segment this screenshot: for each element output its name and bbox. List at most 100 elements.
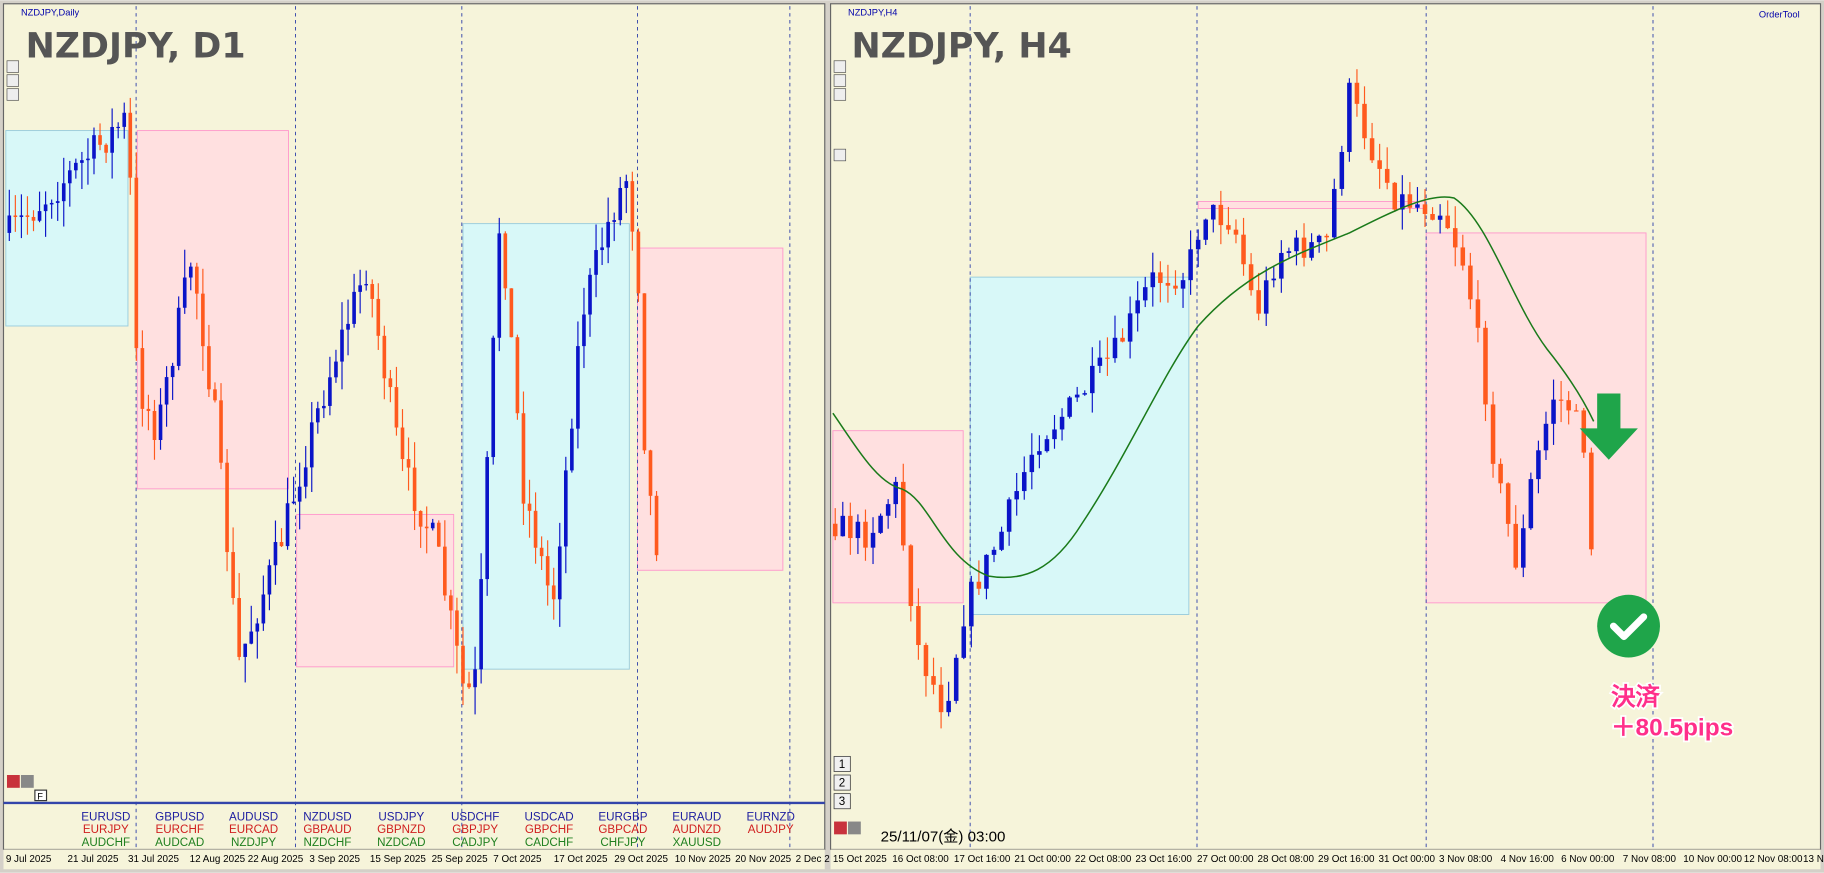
candle-body bbox=[1294, 237, 1299, 252]
candle-body bbox=[1188, 249, 1193, 281]
candle-body bbox=[908, 545, 914, 607]
symbol-link[interactable]: GBPAUD bbox=[303, 823, 351, 836]
symbol-link[interactable]: AUDJPY bbox=[748, 823, 794, 836]
candle-body bbox=[1105, 357, 1110, 359]
candle-body bbox=[1037, 451, 1042, 455]
candle-body bbox=[334, 361, 338, 378]
symbol-link[interactable]: USDCHF bbox=[451, 810, 499, 823]
candle-body bbox=[418, 511, 423, 527]
candle-body bbox=[467, 683, 471, 688]
panel-button[interactable] bbox=[848, 821, 861, 835]
symbol-link[interactable]: EURUSD bbox=[81, 810, 130, 823]
candle-body bbox=[485, 457, 489, 580]
number-button[interactable] bbox=[833, 755, 851, 772]
candle-body bbox=[976, 581, 982, 589]
candle-body bbox=[539, 547, 544, 557]
symbol-link[interactable]: AUDUSD bbox=[229, 810, 278, 823]
x-axis-label: 21 Jul 2025 bbox=[67, 854, 119, 865]
scroll-button[interactable] bbox=[833, 60, 847, 73]
scroll-button[interactable] bbox=[6, 60, 19, 73]
candle-body bbox=[340, 329, 344, 362]
zone bbox=[1197, 201, 1426, 209]
scroll-button[interactable] bbox=[833, 74, 847, 87]
candle-body bbox=[1521, 528, 1526, 568]
candle-body bbox=[140, 348, 145, 409]
candle-body bbox=[225, 462, 229, 553]
candle-body bbox=[19, 215, 24, 218]
symbol-link[interactable]: USDCAD bbox=[525, 810, 574, 823]
x-axis-label: 17 Oct 16:00 bbox=[954, 854, 1011, 865]
symbol-link[interactable]: CADCHF bbox=[525, 836, 573, 849]
candle-body bbox=[479, 579, 483, 670]
symbol-link[interactable]: NZDUSD bbox=[303, 810, 351, 823]
symbol-link[interactable]: NZDCAD bbox=[377, 836, 425, 849]
symbol-link[interactable]: NZDCHF bbox=[304, 836, 352, 849]
candle-body bbox=[1052, 429, 1057, 440]
x-axis-label: 12 Nov 08:00 bbox=[1744, 854, 1803, 865]
candle-body bbox=[1354, 82, 1360, 104]
symbol-link[interactable]: EURJPY bbox=[83, 823, 129, 836]
symbol-link[interactable]: GBPJPY bbox=[452, 823, 498, 836]
annotation: ＋80.5pips bbox=[1611, 714, 1733, 741]
number-button[interactable] bbox=[833, 774, 851, 791]
candle-body bbox=[588, 274, 592, 315]
candle-body bbox=[1097, 357, 1103, 366]
button[interactable] bbox=[34, 789, 48, 802]
candle-body bbox=[1120, 337, 1125, 342]
candle-body bbox=[31, 216, 36, 221]
symbol-link[interactable]: EURAUD bbox=[672, 810, 721, 823]
symbol-link[interactable]: CADJPY bbox=[452, 836, 498, 849]
x-axis-label: 27 Oct 00:00 bbox=[1197, 854, 1254, 865]
chart-label: NZDJPY,H4 bbox=[848, 7, 897, 17]
candle-body bbox=[255, 623, 260, 632]
candle-body bbox=[1369, 138, 1375, 161]
symbol-link[interactable]: XAUUSD bbox=[673, 836, 721, 849]
symbol-link[interactable]: GBPUSD bbox=[155, 810, 204, 823]
panel-button[interactable] bbox=[20, 775, 34, 788]
candle-body bbox=[424, 526, 429, 529]
candle-body bbox=[86, 158, 90, 161]
chart-label: NZDJPY,Daily bbox=[21, 7, 80, 17]
x-axis-label: 3 Nov 08:00 bbox=[1439, 854, 1493, 865]
candle-body bbox=[98, 135, 102, 145]
candle-body bbox=[249, 631, 254, 644]
candle-body bbox=[832, 523, 838, 537]
left-axis-bg bbox=[3, 849, 825, 870]
symbol-link[interactable]: CHFJPY bbox=[600, 836, 645, 849]
scroll-button[interactable] bbox=[833, 88, 847, 101]
symbol-link[interactable]: AUDNZD bbox=[673, 823, 721, 836]
candle-body bbox=[606, 221, 610, 248]
candle-body bbox=[870, 532, 876, 548]
candle-body bbox=[1589, 452, 1594, 550]
symbol-link[interactable]: EURCHF bbox=[156, 823, 204, 836]
symbol-link[interactable]: AUDCHF bbox=[82, 836, 130, 849]
symbol-link[interactable]: USDJPY bbox=[378, 810, 424, 823]
symbol-link[interactable]: GBPCHF bbox=[525, 823, 573, 836]
candle-body bbox=[382, 335, 387, 379]
candle-body bbox=[594, 250, 598, 275]
symbol-link[interactable]: GBPCAD bbox=[598, 823, 647, 836]
panel-button[interactable] bbox=[834, 821, 847, 835]
candle-body bbox=[1362, 103, 1367, 139]
symbol-link[interactable]: EURGBP bbox=[598, 810, 647, 823]
candle-body bbox=[376, 298, 381, 336]
candle-body bbox=[49, 202, 54, 205]
symbol-link[interactable]: EURCAD bbox=[229, 823, 278, 836]
symbol-link[interactable]: NZDJPY bbox=[231, 836, 276, 849]
candle-body bbox=[1218, 204, 1224, 226]
number-button[interactable] bbox=[833, 793, 851, 810]
candle-body bbox=[1324, 235, 1329, 238]
scroll-button[interactable] bbox=[6, 74, 19, 87]
candle-body bbox=[953, 657, 959, 701]
candle-body bbox=[370, 284, 375, 299]
scroll-button[interactable] bbox=[833, 148, 847, 162]
scroll-button[interactable] bbox=[6, 88, 19, 101]
candle-body bbox=[600, 247, 604, 251]
candle-body bbox=[570, 428, 574, 471]
panel-button[interactable] bbox=[6, 775, 20, 788]
order-tool[interactable]: OrderTool bbox=[1759, 10, 1800, 20]
symbol-link[interactable]: GBPNZD bbox=[377, 823, 425, 836]
candle-body bbox=[1142, 287, 1148, 301]
symbol-link[interactable]: AUDCAD bbox=[155, 836, 204, 849]
symbol-link[interactable]: EURNZD bbox=[746, 810, 794, 823]
